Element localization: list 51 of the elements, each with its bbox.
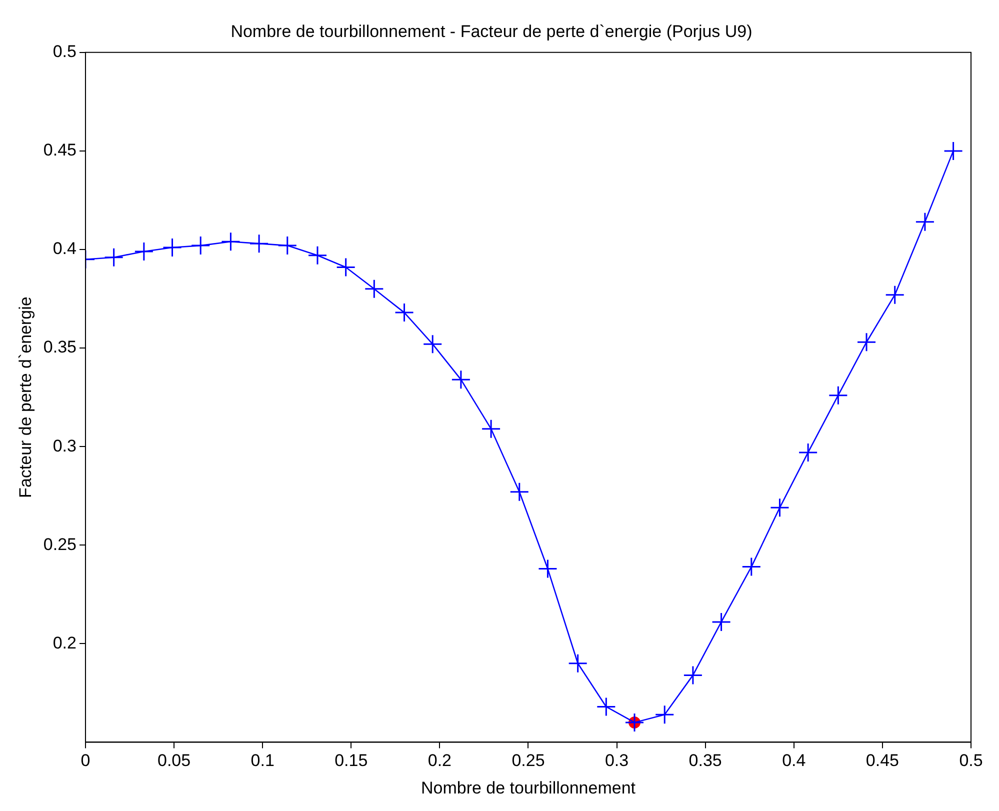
x-tick-label: 0.4 [782, 751, 806, 770]
point [394, 302, 414, 322]
y-tick-label: 0.3 [52, 436, 76, 456]
point [364, 279, 384, 299]
point [451, 370, 471, 390]
point [422, 334, 442, 354]
point [481, 419, 501, 439]
x-tick-label: 0 [80, 751, 90, 770]
point [915, 212, 935, 232]
x-tick-label: 0.2 [428, 751, 452, 770]
point [798, 442, 818, 462]
x-tick-label: 0.5 [959, 751, 983, 770]
point [770, 498, 790, 518]
point [220, 232, 240, 252]
point [134, 242, 154, 262]
y-tick-label: 0.5 [52, 42, 76, 62]
y-tick-label: 0.35 [43, 338, 76, 357]
chart-title: Nombre de tourbillonnement - Facteur de perte d`energie (Porjus U9) [230, 22, 752, 41]
x-tick-label: 0.3 [604, 751, 629, 770]
point [568, 654, 588, 674]
point [538, 559, 558, 579]
point [336, 257, 356, 277]
point [654, 704, 674, 724]
x-tick-label: 0.35 [688, 751, 722, 770]
point [308, 246, 328, 266]
point [190, 236, 210, 256]
point [249, 234, 269, 254]
point [828, 386, 848, 406]
point [856, 332, 876, 352]
point [712, 612, 732, 632]
point [624, 712, 644, 732]
point [162, 238, 182, 258]
point [683, 665, 703, 685]
y-tick-label: 0.25 [43, 534, 76, 554]
point [104, 248, 124, 268]
x-tick-label: 0.25 [512, 751, 545, 770]
point [944, 141, 964, 161]
y-tick-label: 0.2 [52, 633, 76, 652]
x-tick-label: 0.15 [334, 751, 368, 770]
point [278, 236, 298, 256]
x-tick-label: 0.45 [866, 751, 899, 770]
x-tick-label: 0.05 [157, 751, 191, 770]
y-tick-label: 0.4 [52, 239, 76, 258]
point [742, 557, 762, 577]
x-tick-label: 0.1 [250, 751, 274, 770]
x-axis-title: Nombre de tourbillonnement [420, 778, 636, 798]
point [510, 482, 530, 502]
y-tick-label: 0.45 [43, 140, 76, 160]
y-axis-title: Facteur de perte d`energie [16, 296, 35, 498]
point [596, 696, 616, 716]
point [885, 285, 905, 305]
